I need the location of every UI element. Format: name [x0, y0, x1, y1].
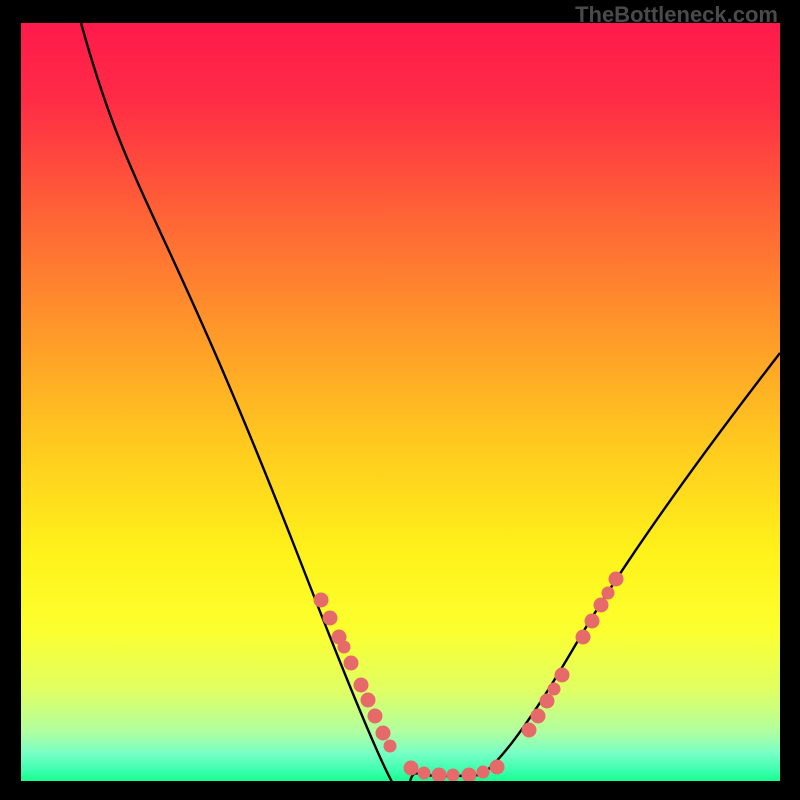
dot-marker — [447, 769, 459, 781]
dot-strips-group — [314, 572, 623, 781]
dot-marker — [432, 768, 446, 781]
plot-svg — [21, 23, 780, 781]
dot-marker — [522, 723, 536, 737]
dot-marker — [540, 694, 554, 708]
dot-strip-trough — [404, 760, 504, 781]
dot-strip-right-arm-lower — [522, 668, 569, 737]
plot-frame — [21, 23, 780, 781]
dot-marker — [376, 726, 390, 740]
dot-marker — [477, 766, 489, 778]
dot-marker — [555, 668, 569, 682]
dot-marker — [344, 656, 358, 670]
dot-strip-left-arm — [314, 593, 396, 752]
dot-marker — [384, 740, 396, 752]
watermark-text: TheBottleneck.com — [575, 2, 778, 28]
dot-marker — [418, 767, 430, 779]
dot-marker — [594, 598, 608, 612]
dot-marker — [585, 614, 599, 628]
dot-marker — [462, 768, 476, 781]
dot-marker — [548, 683, 560, 695]
dot-marker — [354, 678, 368, 692]
dot-marker — [323, 611, 337, 625]
dot-marker — [576, 630, 590, 644]
bottleneck-curve — [81, 23, 780, 781]
dot-marker — [338, 641, 350, 653]
dot-marker — [368, 709, 382, 723]
dot-marker — [531, 709, 545, 723]
dot-marker — [361, 693, 375, 707]
dot-marker — [602, 587, 614, 599]
dot-marker — [314, 593, 328, 607]
dot-marker — [490, 760, 504, 774]
dot-marker — [404, 761, 418, 775]
dot-strip-right-arm-upper — [576, 572, 623, 644]
dot-marker — [609, 572, 623, 586]
